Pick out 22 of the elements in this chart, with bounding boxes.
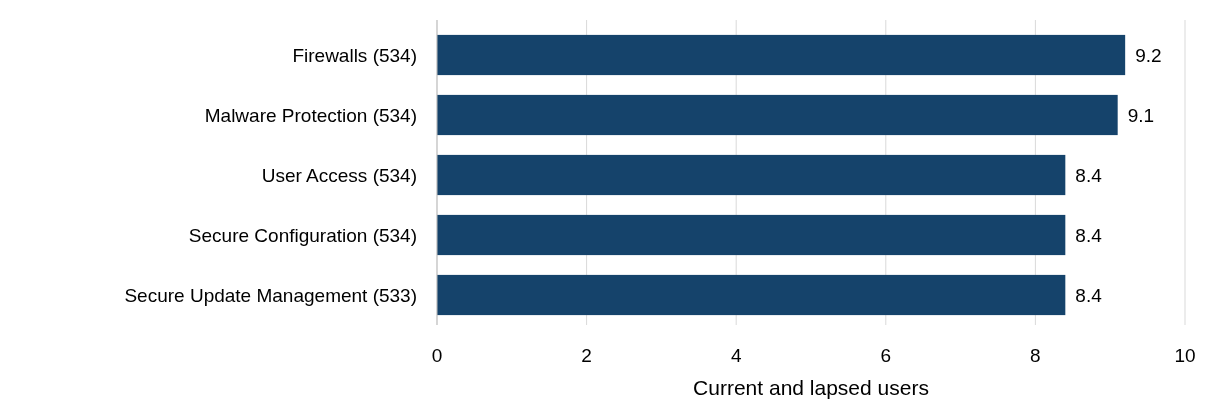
y-tick-label: User Access (534) <box>261 164 417 186</box>
x-tick-label: 8 <box>1030 344 1041 366</box>
bar <box>437 94 1118 136</box>
data-label: 8.4 <box>1075 224 1103 246</box>
y-tick-label: Firewalls (534) <box>292 44 417 66</box>
y-tick-label: Malware Protection (534) <box>204 104 417 126</box>
data-label: 8.4 <box>1075 284 1103 306</box>
bar <box>437 34 1126 76</box>
x-axis-title: Current and lapsed users <box>693 376 929 399</box>
x-tick-label: 6 <box>880 344 892 366</box>
y-tick-label: Secure Configuration (534) <box>188 224 417 246</box>
data-label: 9.1 <box>1127 104 1155 126</box>
data-label: 9.2 <box>1135 44 1162 66</box>
bar <box>437 214 1066 256</box>
x-tick-label: 4 <box>730 344 742 366</box>
x-tick-label: 2 <box>581 344 592 366</box>
y-tick-label: Secure Update Management (533) <box>124 284 417 306</box>
x-tick-label: 10 <box>1174 344 1196 366</box>
x-tick-label: 0 <box>431 344 443 366</box>
bar <box>437 154 1066 196</box>
bar <box>437 274 1066 316</box>
data-label: 8.4 <box>1075 164 1103 186</box>
